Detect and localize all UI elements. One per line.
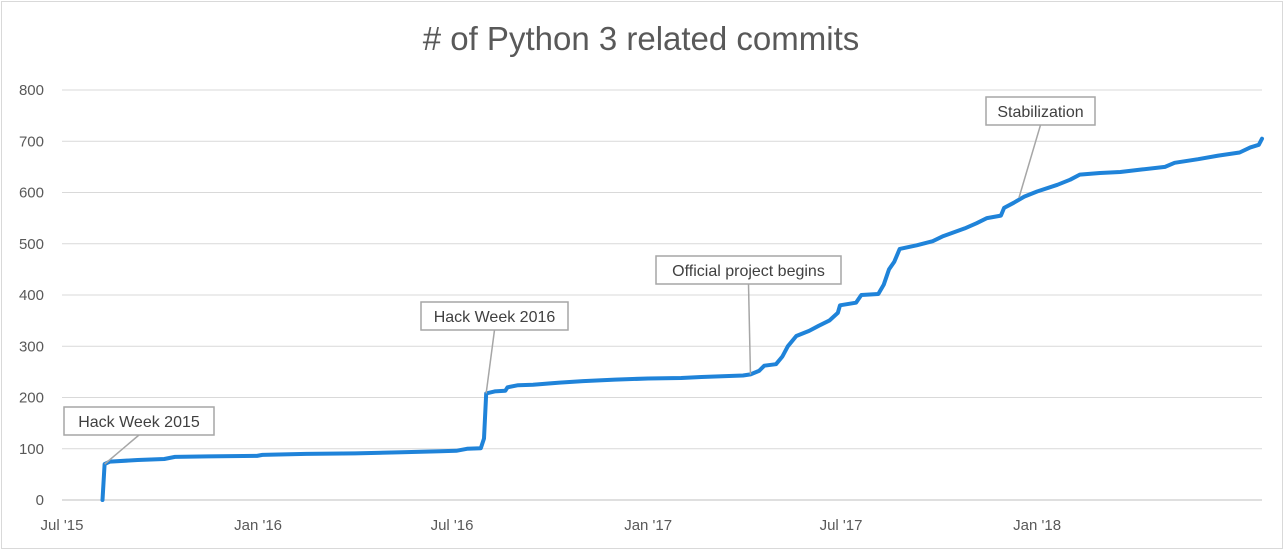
chart-title: # of Python 3 related commits xyxy=(422,20,860,57)
x-tick-label: Jan '17 xyxy=(624,517,672,534)
x-tick-label: Jul '17 xyxy=(820,517,863,534)
annotation-leader-line xyxy=(485,329,496,394)
series-layer xyxy=(100,136,1264,502)
y-tick-label: 600 xyxy=(19,185,44,202)
annotation-callout: Hack Week 2016 xyxy=(420,301,569,394)
annotation-label: Stabilization xyxy=(997,104,1083,121)
axis-layer: 0 100 200 300 400 500 600 700 800 Jul '15 Jan '16 J… xyxy=(19,82,1262,534)
series-line-0 xyxy=(100,136,1264,502)
y-tick-label: 100 xyxy=(19,441,44,458)
y-tick-label: 300 xyxy=(19,338,44,355)
y-tick-label: 400 xyxy=(19,287,44,304)
annotation-leader-line xyxy=(747,283,752,375)
annotation-label: Official project begins xyxy=(672,263,825,280)
y-tick-label: 0 xyxy=(36,492,44,509)
annotation-leader-line xyxy=(104,434,140,465)
annotation-leader-line xyxy=(1018,124,1042,198)
y-tick-label: 500 xyxy=(19,236,44,253)
y-tick-label: 800 xyxy=(19,82,44,99)
annotation-layer: Hack Week 2015 Hack Week 2016 Official pro… xyxy=(63,96,1096,465)
annotation-callout: Hack Week 2015 xyxy=(63,406,215,465)
grid-layer xyxy=(62,89,1262,450)
y-tick-label: 200 xyxy=(19,390,44,407)
annotation-callout: Stabilization xyxy=(985,96,1096,198)
annotation-callout: Official project begins xyxy=(655,255,842,375)
x-tick-label: Jan '18 xyxy=(1013,517,1061,534)
x-tick-label: Jul '16 xyxy=(431,517,474,534)
annotation-box xyxy=(420,301,569,331)
y-tick-label: 700 xyxy=(19,133,44,150)
x-tick-label: Jul '15 xyxy=(41,517,84,534)
annotation-label: Hack Week 2015 xyxy=(78,414,200,431)
annotation-box xyxy=(985,96,1096,126)
annotation-box xyxy=(655,255,842,285)
annotation-label: Hack Week 2016 xyxy=(434,309,556,326)
x-tick-label: Jan '16 xyxy=(234,517,282,534)
annotation-box xyxy=(63,406,215,436)
